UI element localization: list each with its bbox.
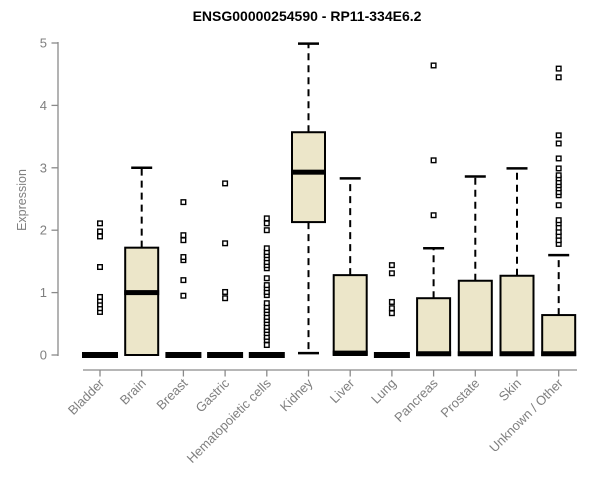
- outlier-point: [96, 264, 103, 271]
- box-group-liver: [332, 177, 368, 356]
- box-group-unknown-other: [541, 65, 577, 357]
- iqr-box: [416, 297, 452, 357]
- outlier-point: [555, 74, 562, 81]
- outlier-point: [263, 227, 270, 234]
- x-tick-label-gastric: Gastric: [193, 375, 233, 415]
- collapsed-box: [165, 352, 202, 358]
- x-tick-label-lung: Lung: [368, 376, 399, 407]
- outlier-point: [388, 310, 395, 317]
- outlier-point: [430, 157, 437, 164]
- outlier-point: [263, 215, 270, 222]
- box-group-lung: [373, 262, 410, 358]
- outlier-point: [555, 65, 562, 72]
- outlier-point: [180, 254, 187, 261]
- outlier-point: [263, 300, 270, 307]
- median-line: [332, 350, 368, 356]
- box-group-skin: [499, 167, 535, 357]
- outlier-point: [555, 155, 562, 162]
- x-tick-label-kidney: Kidney: [277, 375, 316, 414]
- box-group-brain: [124, 166, 160, 356]
- iqr-box: [291, 131, 326, 224]
- outlier-point: [555, 132, 562, 139]
- outlier-point: [180, 277, 187, 284]
- outlier-point: [388, 262, 395, 269]
- x-tick-label-liver: Liver: [327, 375, 358, 406]
- iqr-box: [457, 279, 493, 356]
- outlier-point: [263, 245, 270, 252]
- box-group-bladder: [82, 220, 118, 358]
- iqr-box: [124, 246, 160, 356]
- y-tick-label: 1: [40, 285, 47, 300]
- y-tick-label: 5: [40, 36, 47, 51]
- outlier-point: [555, 217, 562, 224]
- outlier-point: [180, 237, 187, 244]
- box-group-kidney: [291, 42, 326, 355]
- y-tick-label: 3: [40, 160, 47, 175]
- outlier-point: [96, 233, 103, 240]
- median-line: [457, 351, 493, 357]
- outlier-point: [263, 220, 270, 227]
- y-tick-label: 4: [40, 98, 47, 113]
- outlier-point: [263, 275, 270, 282]
- outlier-point: [555, 202, 562, 209]
- box-group-breast: [165, 199, 202, 358]
- y-tick-label: 2: [40, 223, 47, 238]
- median-line: [416, 351, 452, 357]
- outlier-point: [180, 292, 187, 299]
- box-group-gastric: [207, 180, 244, 358]
- box-group-hematopoietic-cells: [248, 215, 285, 358]
- outlier-point: [222, 288, 229, 295]
- outlier-point: [388, 305, 395, 312]
- outlier-point: [555, 140, 562, 147]
- outlier-point: [96, 228, 103, 235]
- x-tick-label-prostate: Prostate: [438, 376, 483, 421]
- chart-title: ENSG00000254590 - RP11-334E6.2: [192, 8, 422, 24]
- outlier-point: [263, 282, 270, 289]
- outlier-point: [430, 62, 437, 69]
- collapsed-box: [82, 352, 118, 358]
- outlier-point: [180, 199, 187, 206]
- median-line: [541, 351, 577, 357]
- iqr-box: [332, 274, 368, 356]
- outlier-point: [96, 220, 103, 227]
- x-tick-label-unknown-other: Unknown / Other: [486, 375, 566, 455]
- box-group-prostate: [457, 175, 493, 357]
- outlier-point: [430, 212, 437, 219]
- outlier-point: [555, 172, 562, 179]
- y-axis: 0 1 2 3 4 5: [40, 36, 59, 363]
- median-line: [499, 351, 535, 357]
- x-tick-label-bladder: Bladder: [65, 375, 108, 418]
- outlier-point: [555, 165, 562, 172]
- box-group-pancreas: [416, 62, 452, 357]
- outlier-point: [180, 232, 187, 239]
- outlier-point: [222, 180, 229, 187]
- y-tick-label: 0: [40, 348, 47, 363]
- outlier-point: [263, 342, 270, 349]
- iqr-box: [541, 314, 577, 356]
- collapsed-box: [373, 352, 410, 358]
- median-line: [124, 290, 160, 296]
- x-tick-label-breast: Breast: [153, 375, 190, 412]
- x-tick-label-pancreas: Pancreas: [391, 375, 441, 425]
- outlier-point: [222, 295, 229, 302]
- outlier-point: [388, 270, 395, 277]
- outlier-point: [388, 298, 395, 305]
- median-line: [291, 169, 326, 175]
- outlier-point: [222, 240, 229, 247]
- x-tick-label-skin: Skin: [496, 376, 524, 404]
- collapsed-box: [207, 352, 244, 358]
- collapsed-box: [248, 352, 285, 358]
- outlier-point: [96, 293, 103, 300]
- iqr-box: [499, 274, 535, 357]
- x-tick-label-brain: Brain: [117, 376, 149, 408]
